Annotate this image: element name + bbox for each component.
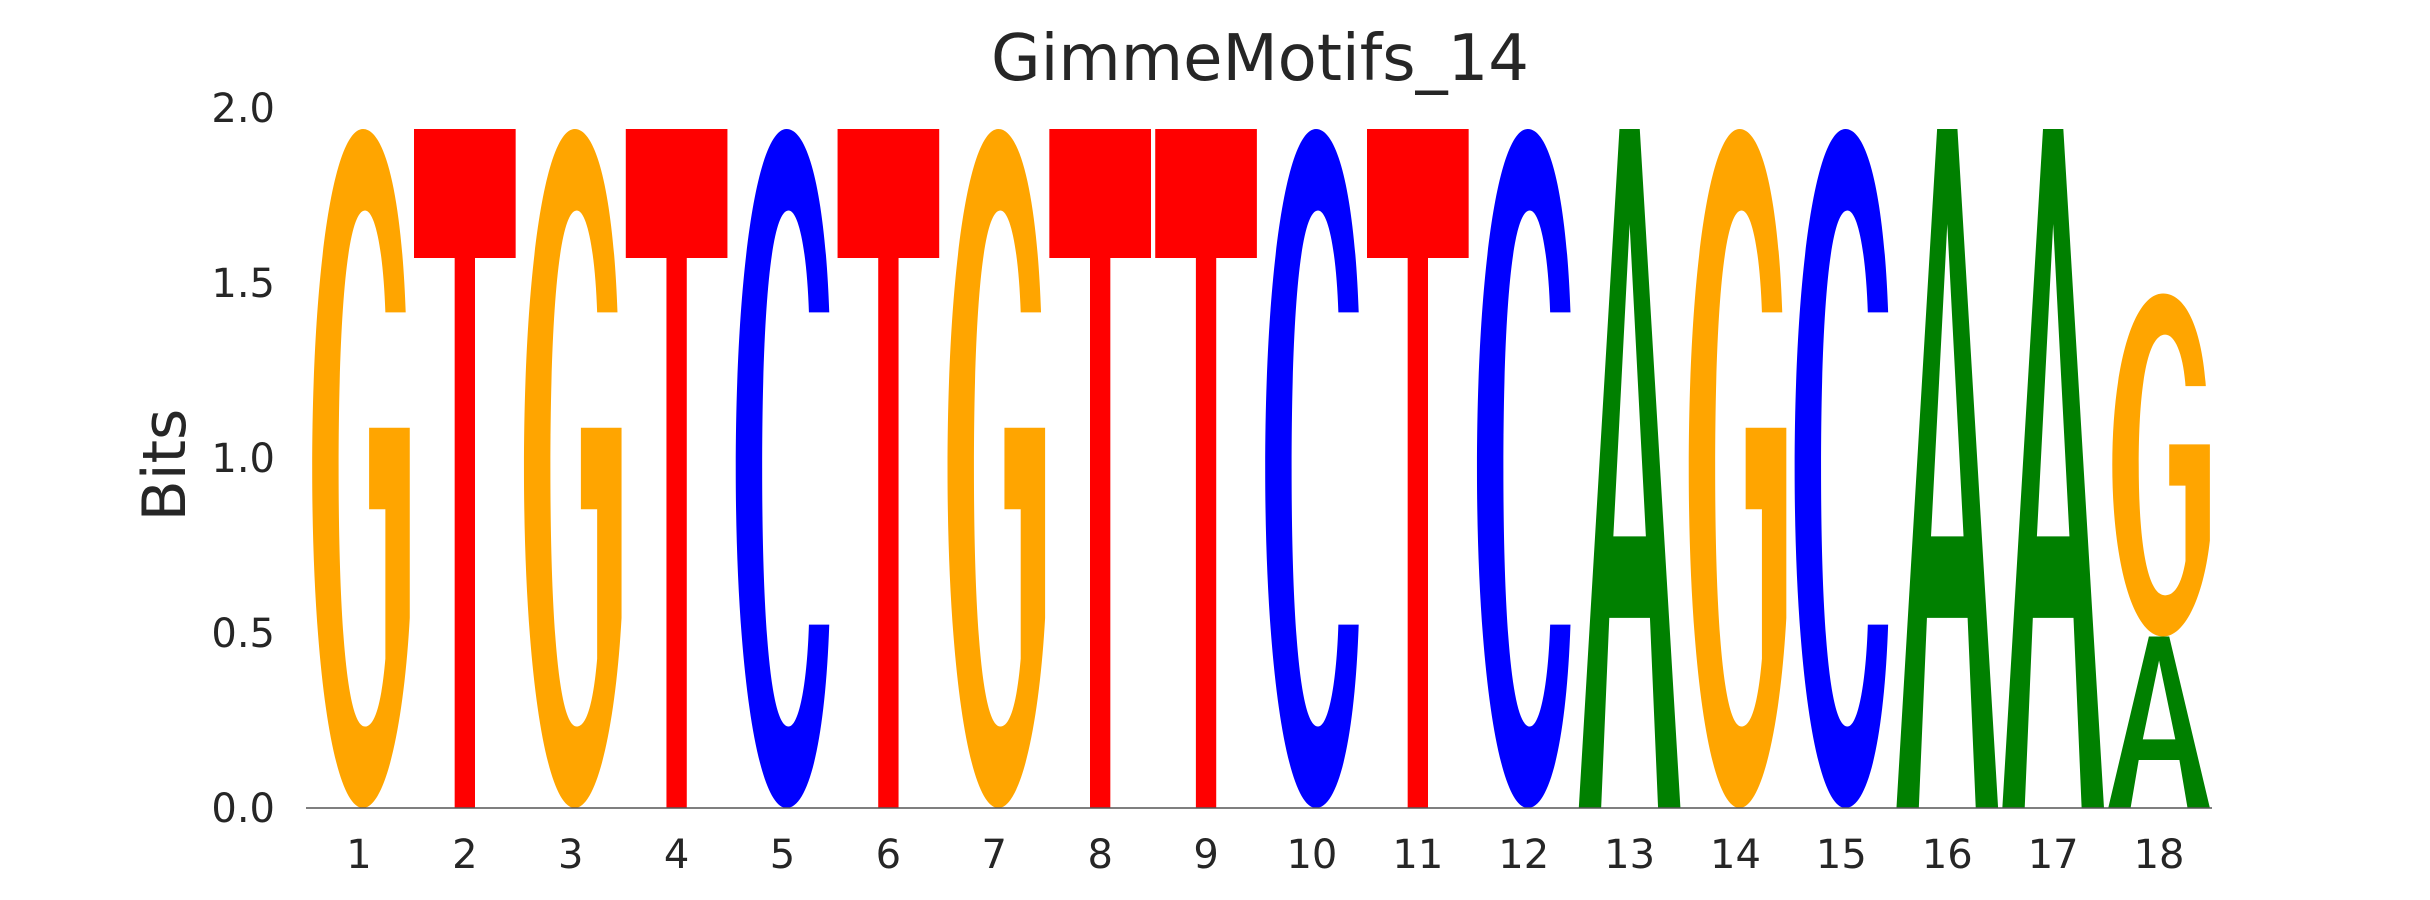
x-tick-label: 6 — [876, 832, 901, 878]
logo-letter-c — [1265, 129, 1359, 808]
logo-letter-g — [312, 129, 410, 808]
logo-letter-g — [2112, 293, 2210, 637]
x-tick-label: 15 — [1816, 832, 1867, 878]
x-tick-label: 18 — [2134, 832, 2185, 878]
logo-letter-a — [1578, 129, 1681, 808]
y-tick-label: 2.0 — [211, 86, 275, 132]
y-tick-label: 0.0 — [211, 786, 275, 832]
x-tick-label: 3 — [558, 832, 583, 878]
logo-letter-c — [1476, 129, 1571, 808]
x-tick-label: 12 — [1498, 832, 1549, 878]
logo-letter-t — [1049, 129, 1151, 808]
x-tick-label: 1 — [346, 832, 371, 878]
logo-letter-g — [1688, 129, 1787, 808]
logo-letter-t — [837, 129, 940, 808]
x-tick-label: 4 — [664, 832, 689, 878]
logo-letter-t — [625, 129, 728, 808]
logo-letter-a — [2108, 636, 2210, 808]
x-axis-ticks: 1 2 3 4 5 6 7 8 9 10 11 12 13 14 15 16 17 18 — [346, 832, 2184, 878]
x-tick-label: 9 — [1193, 832, 1218, 878]
x-tick-label: 16 — [1922, 832, 1973, 878]
x-tick-label: 11 — [1392, 832, 1443, 878]
logo-letter-c — [735, 129, 830, 808]
logo-letter-t — [414, 129, 516, 808]
x-tick-label: 10 — [1286, 832, 1337, 878]
y-tick-label: 0.5 — [211, 611, 275, 657]
logo-letter-t — [1155, 129, 1257, 808]
logo-letter-c — [1794, 129, 1889, 808]
x-tick-label: 5 — [770, 832, 795, 878]
x-tick-label: 14 — [1710, 832, 1761, 878]
x-tick-label: 17 — [2028, 832, 2079, 878]
x-tick-label: 13 — [1604, 832, 1655, 878]
y-tick-label: 1.0 — [211, 436, 275, 482]
y-axis-label: Bits — [130, 409, 200, 522]
x-tick-label: 8 — [1087, 832, 1112, 878]
x-tick-label: 7 — [982, 832, 1007, 878]
logo-letter-g — [947, 129, 1046, 808]
logo-letter-a — [1896, 129, 1999, 808]
y-tick-label: 1.5 — [211, 261, 275, 307]
y-axis-ticks: 0.0 0.5 1.0 1.5 2.0 — [211, 86, 275, 832]
logo-letters — [312, 129, 2210, 808]
logo-letter-g — [523, 129, 622, 808]
chart-title: GimmeMotifs_14 — [991, 22, 1529, 96]
logo-letter-t — [1367, 129, 1469, 808]
logo-letter-a — [2002, 129, 2104, 808]
x-tick-label: 2 — [452, 832, 477, 878]
